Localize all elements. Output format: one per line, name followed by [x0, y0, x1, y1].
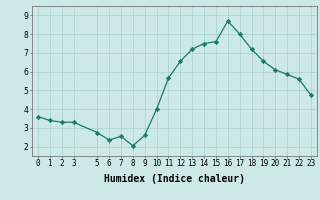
- X-axis label: Humidex (Indice chaleur): Humidex (Indice chaleur): [104, 174, 245, 184]
